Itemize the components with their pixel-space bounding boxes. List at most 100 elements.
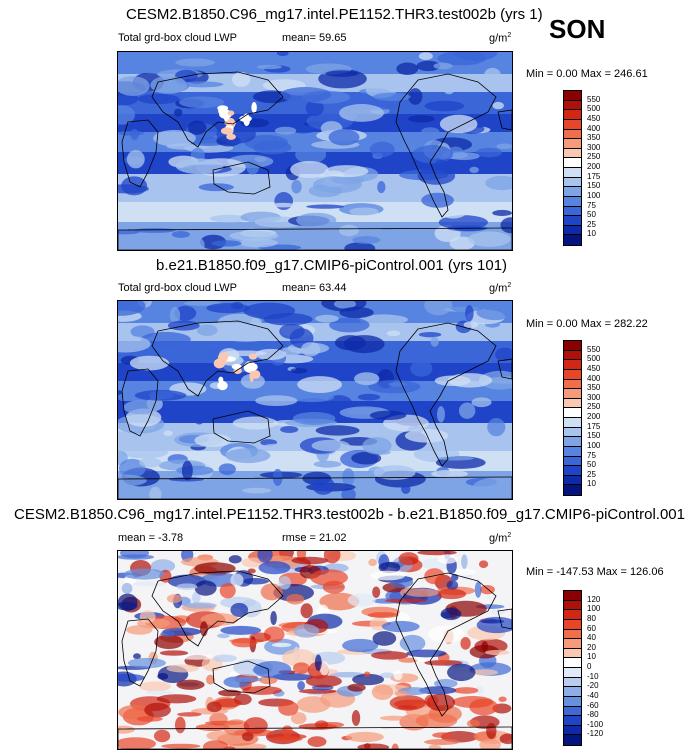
colorbar-swatch bbox=[564, 687, 581, 697]
colorbar-tick-label: -20 bbox=[587, 681, 599, 691]
colorbar-swatch bbox=[564, 696, 581, 707]
colorbar-swatch bbox=[564, 360, 581, 370]
panel-1-map-field bbox=[118, 52, 512, 250]
panel-3-map bbox=[117, 550, 513, 750]
colorbar-tick-label: 75 bbox=[587, 200, 596, 210]
season-label: SON bbox=[549, 14, 606, 44]
colorbar-tick-label: 400 bbox=[587, 123, 601, 133]
colorbar-swatch bbox=[564, 591, 581, 601]
colorbar-tick-label: 120 bbox=[587, 594, 601, 604]
panel-3-map-field bbox=[118, 551, 512, 749]
colorbar-swatch bbox=[564, 187, 581, 197]
panel-1-colorbar bbox=[563, 90, 582, 246]
panel-3-title: CESM2.B1850.C96_mg17.intel.PE1152.THR3.t… bbox=[14, 506, 685, 523]
colorbar-tick-label: 20 bbox=[587, 642, 596, 652]
colorbar-swatch bbox=[564, 341, 581, 351]
colorbar-tick-label: -10 bbox=[587, 671, 599, 681]
colorbar-swatch bbox=[564, 369, 581, 380]
panel-1-left-label: Total grd-box cloud LWP bbox=[118, 32, 238, 44]
colorbar-swatch bbox=[564, 485, 581, 495]
colorbar-tick-label: 200 bbox=[587, 412, 601, 421]
colorbar-swatch bbox=[564, 456, 581, 467]
colorbar-tick-label: 250 bbox=[587, 402, 601, 412]
colorbar-tick-label: 80 bbox=[587, 613, 596, 623]
panel-3-rmse: rmse = 21.02 bbox=[282, 532, 347, 544]
panel-2-minmax: Min = 0.00 Max = 282.22 bbox=[526, 318, 648, 330]
colorbar-tick-label: -60 bbox=[587, 700, 599, 710]
colorbar-tick-label: 75 bbox=[587, 450, 596, 460]
colorbar-swatch bbox=[564, 91, 581, 101]
colorbar-tick-label: 10 bbox=[587, 479, 596, 489]
colorbar-tick-label: 60 bbox=[587, 623, 596, 633]
colorbar-tick-label: 550 bbox=[587, 344, 601, 354]
panel-1-map bbox=[117, 51, 513, 251]
colorbar-swatch bbox=[564, 475, 581, 486]
colorbar-tick-label: 25 bbox=[587, 219, 596, 229]
colorbar-tick-label: 500 bbox=[587, 104, 601, 114]
colorbar-swatch bbox=[564, 639, 581, 649]
colorbar-swatch bbox=[564, 158, 581, 168]
panel-2-map bbox=[117, 300, 513, 500]
colorbar-tick-label: -40 bbox=[587, 690, 599, 700]
colorbar-tick-label: 350 bbox=[587, 383, 601, 393]
colorbar-tick-label: 10 bbox=[587, 652, 596, 662]
colorbar-tick-label: 0 bbox=[587, 662, 592, 671]
panel-1-unit: g/m2 bbox=[489, 32, 512, 45]
colorbar-swatch bbox=[564, 677, 581, 688]
panel-1-colorbar-labels: 550 500 450 400 350 300 250 200 175 150 100 75 50 25 1… bbox=[587, 90, 627, 244]
colorbar-swatch bbox=[564, 177, 581, 188]
colorbar-swatch bbox=[564, 418, 581, 428]
colorbar-swatch bbox=[564, 110, 581, 120]
colorbar-tick-label: 100 bbox=[587, 190, 601, 200]
colorbar-tick-label: 500 bbox=[587, 354, 601, 364]
colorbar-swatch bbox=[564, 648, 581, 659]
colorbar-swatch bbox=[564, 466, 581, 476]
colorbar-tick-label: 100 bbox=[587, 440, 601, 450]
colorbar-tick-label: 175 bbox=[587, 421, 601, 431]
colorbar-tick-label: -100 bbox=[587, 719, 604, 729]
panel-3-colorbar bbox=[563, 590, 582, 746]
colorbar-tick-label: 300 bbox=[587, 392, 601, 402]
colorbar-swatch bbox=[564, 196, 581, 207]
panel-3-unit: g/m2 bbox=[489, 532, 512, 545]
colorbar-tick-label: 150 bbox=[587, 431, 601, 441]
colorbar-tick-label: 50 bbox=[587, 460, 596, 470]
colorbar-swatch bbox=[564, 600, 581, 611]
panel-2-map-field bbox=[118, 301, 512, 499]
colorbar-swatch bbox=[564, 168, 581, 178]
panel-2-colorbar-labels: 550 500 450 400 350 300 250 200 175 150 100 75 50 25 1… bbox=[587, 340, 627, 494]
colorbar-swatch bbox=[564, 716, 581, 726]
colorbar-tick-label: 175 bbox=[587, 171, 601, 181]
colorbar-swatch bbox=[564, 216, 581, 226]
colorbar-swatch bbox=[564, 735, 581, 745]
colorbar-tick-label: 350 bbox=[587, 133, 601, 143]
colorbar-tick-label: 200 bbox=[587, 162, 601, 171]
panel-1-mean: mean= 59.65 bbox=[282, 32, 347, 44]
colorbar-tick-label: 50 bbox=[587, 210, 596, 220]
panel-2-mean: mean= 63.44 bbox=[282, 282, 347, 294]
panel-2-left-label: Total grd-box cloud LWP bbox=[118, 282, 238, 294]
colorbar-swatch bbox=[564, 100, 581, 111]
colorbar-swatch bbox=[564, 379, 581, 390]
colorbar-swatch bbox=[564, 427, 581, 438]
colorbar-swatch bbox=[564, 350, 581, 361]
colorbar-swatch bbox=[564, 629, 581, 640]
panel-2-unit: g/m2 bbox=[489, 282, 512, 295]
colorbar-swatch bbox=[564, 706, 581, 717]
colorbar-tick-label: 40 bbox=[587, 633, 596, 643]
colorbar-tick-label: -120 bbox=[587, 729, 604, 739]
colorbar-swatch bbox=[564, 139, 581, 149]
colorbar-tick-label: 400 bbox=[587, 373, 601, 383]
colorbar-tick-label: 250 bbox=[587, 152, 601, 162]
colorbar-swatch bbox=[564, 619, 581, 630]
colorbar-swatch bbox=[564, 610, 581, 620]
colorbar-swatch bbox=[564, 725, 581, 736]
colorbar-swatch bbox=[564, 398, 581, 409]
colorbar-swatch bbox=[564, 235, 581, 245]
panel-3-minmax: Min = -147.53 Max = 126.06 bbox=[526, 566, 664, 578]
colorbar-swatch bbox=[564, 437, 581, 447]
colorbar-swatch bbox=[564, 658, 581, 668]
colorbar-tick-label: 550 bbox=[587, 94, 601, 104]
colorbar-swatch bbox=[564, 119, 581, 130]
colorbar-swatch bbox=[564, 668, 581, 678]
